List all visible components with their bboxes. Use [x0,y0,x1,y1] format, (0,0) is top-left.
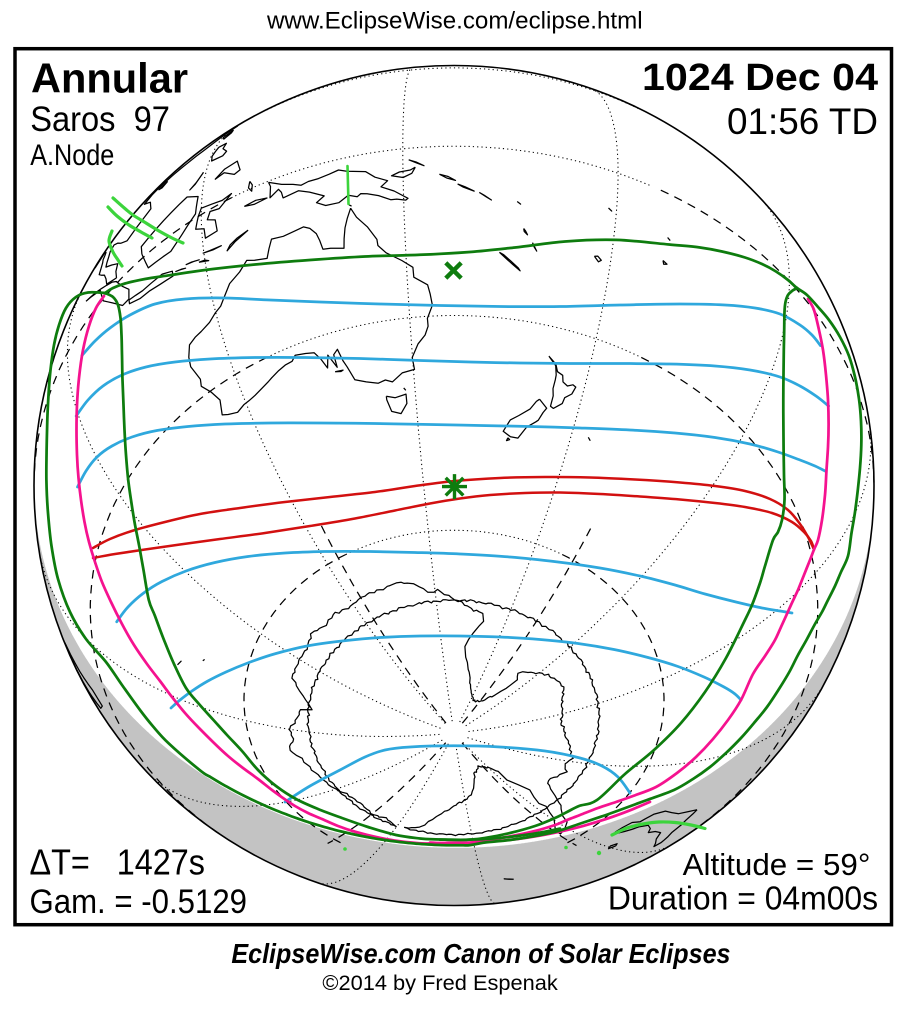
svg-text:Altitude = 59°: Altitude = 59° [683,847,871,882]
svg-text:1024 Dec 04: 1024 Dec 04 [642,57,878,99]
svg-text:EclipseWise.com Canon of Solar: EclipseWise.com Canon of Solar Eclipses [231,938,730,969]
svg-text:Gam. = -0.5129: Gam. = -0.5129 [30,883,248,921]
svg-text:01:56 TD: 01:56 TD [727,101,878,142]
svg-text:Saros 97: Saros 97 [30,99,170,139]
svg-text:A.Node: A.Node [30,139,114,172]
svg-text:Annular: Annular [31,55,188,102]
svg-text:www.EclipseWise.com/eclipse.ht: www.EclipseWise.com/eclipse.html [266,7,643,34]
svg-text:ΔT= 1427s: ΔT= 1427s [30,842,206,883]
svg-text:Duration = 04m00s: Duration = 04m00s [608,880,878,917]
svg-text:©2014 by Fred Espenak: ©2014 by Fred Espenak [322,971,558,995]
